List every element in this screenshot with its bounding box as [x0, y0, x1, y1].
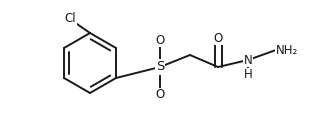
Text: Cl: Cl: [64, 13, 76, 26]
Text: H: H: [243, 68, 252, 82]
Text: O: O: [213, 32, 223, 45]
Text: S: S: [156, 61, 164, 74]
Text: O: O: [155, 34, 165, 47]
Text: O: O: [155, 88, 165, 101]
Text: N: N: [243, 53, 252, 66]
Text: NH₂: NH₂: [276, 43, 298, 57]
